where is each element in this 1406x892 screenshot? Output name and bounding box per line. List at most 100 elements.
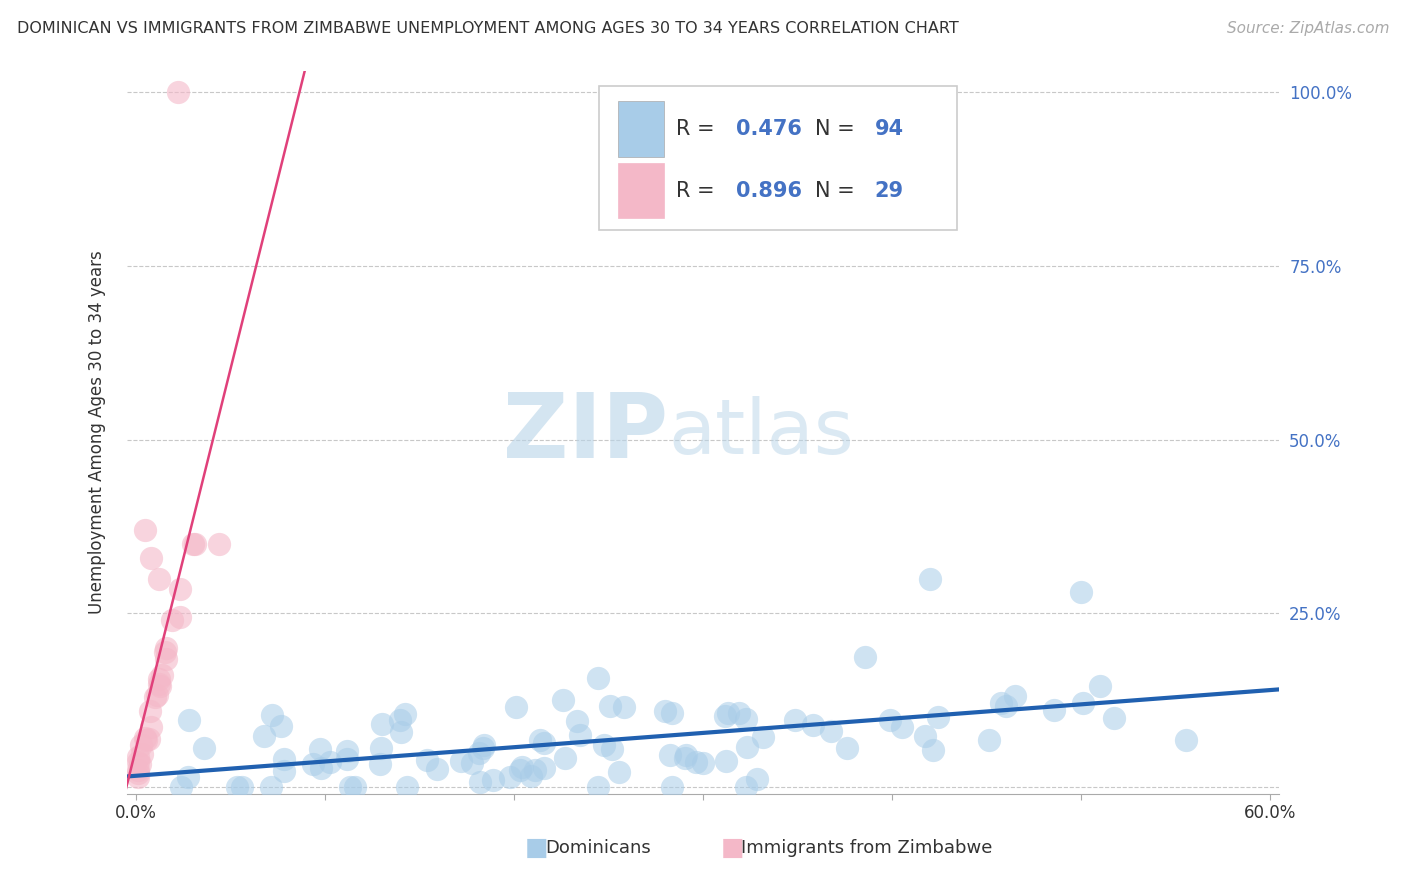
Text: 29: 29 — [875, 180, 904, 201]
Text: 94: 94 — [875, 120, 904, 139]
Point — [509, 763, 531, 777]
Text: atlas: atlas — [668, 396, 855, 469]
Point — [586, 780, 609, 794]
Point — [472, 738, 495, 752]
Point — [599, 699, 621, 714]
Point — [853, 650, 876, 665]
Point — [468, 775, 491, 789]
Point — [801, 718, 824, 732]
Point — [148, 673, 170, 687]
Point — [131, 747, 153, 762]
Point — [225, 780, 247, 794]
Point — [127, 765, 149, 780]
Point — [1070, 585, 1092, 599]
Text: ZIP: ZIP — [503, 389, 668, 476]
Point — [260, 780, 283, 794]
Point — [231, 780, 253, 794]
Text: 0.476: 0.476 — [737, 120, 803, 139]
Point — [270, 719, 292, 733]
Text: R =: R = — [676, 180, 721, 201]
Point — [148, 677, 170, 691]
Text: ■: ■ — [524, 836, 548, 860]
FancyBboxPatch shape — [599, 86, 956, 230]
Point — [675, 748, 697, 763]
Point — [499, 770, 522, 784]
Point — [319, 755, 342, 769]
FancyBboxPatch shape — [617, 162, 664, 219]
Point — [661, 706, 683, 720]
Point — [169, 582, 191, 596]
Text: R =: R = — [676, 120, 721, 139]
Point — [262, 708, 284, 723]
Point — [979, 733, 1001, 747]
Point — [150, 667, 173, 681]
Point — [370, 740, 392, 755]
Point — [523, 763, 546, 777]
Point — [127, 763, 149, 777]
Text: Dominicans: Dominicans — [546, 839, 651, 857]
Point — [918, 572, 941, 586]
Point — [149, 679, 172, 693]
Point — [927, 710, 949, 724]
Point — [309, 761, 332, 775]
Point — [135, 733, 157, 747]
Point — [160, 613, 183, 627]
Point — [146, 689, 169, 703]
Point — [914, 729, 936, 743]
Point — [1088, 679, 1111, 693]
Point — [207, 537, 229, 551]
Point — [783, 714, 806, 728]
Point — [177, 770, 200, 784]
Point — [460, 756, 482, 770]
Point — [1175, 732, 1198, 747]
Point — [179, 714, 201, 728]
Point — [529, 733, 551, 747]
Point — [301, 757, 323, 772]
Point — [153, 645, 176, 659]
Point — [990, 697, 1012, 711]
Point — [134, 523, 156, 537]
Point — [370, 716, 392, 731]
Point — [569, 728, 592, 742]
Point — [368, 757, 391, 772]
Point — [193, 741, 215, 756]
Text: DOMINICAN VS IMMIGRANTS FROM ZIMBABWE UNEMPLOYMENT AMONG AGES 30 TO 34 YEARS COR: DOMINICAN VS IMMIGRANTS FROM ZIMBABWE UN… — [17, 21, 959, 37]
Point — [169, 780, 191, 794]
Text: Immigrants from Zimbabwe: Immigrants from Zimbabwe — [741, 839, 993, 857]
Point — [714, 754, 737, 768]
Point — [661, 780, 683, 794]
Point — [519, 768, 541, 782]
Point — [820, 723, 842, 738]
Point — [600, 742, 623, 756]
Point — [273, 752, 295, 766]
Point — [685, 755, 707, 769]
FancyBboxPatch shape — [617, 102, 664, 157]
Point — [551, 693, 574, 707]
Point — [737, 739, 759, 754]
Point — [169, 610, 191, 624]
Point — [273, 764, 295, 779]
Point — [890, 720, 912, 734]
Point — [127, 755, 149, 769]
Point — [184, 537, 207, 551]
Point — [394, 706, 416, 721]
Point — [139, 550, 162, 565]
Point — [253, 729, 276, 743]
Text: Source: ZipAtlas.com: Source: ZipAtlas.com — [1226, 21, 1389, 37]
Text: 0.896: 0.896 — [737, 180, 803, 201]
Point — [148, 572, 170, 586]
Point — [1073, 696, 1095, 710]
Point — [181, 537, 204, 551]
Point — [713, 709, 735, 723]
Point — [426, 762, 449, 776]
Point — [396, 780, 419, 794]
Point — [343, 780, 366, 794]
Point — [505, 700, 527, 714]
Point — [673, 751, 696, 765]
Point — [129, 738, 152, 752]
Point — [129, 757, 152, 772]
Point — [533, 736, 555, 750]
Text: N =: N = — [815, 120, 862, 139]
Point — [481, 773, 503, 788]
Point — [309, 742, 332, 756]
